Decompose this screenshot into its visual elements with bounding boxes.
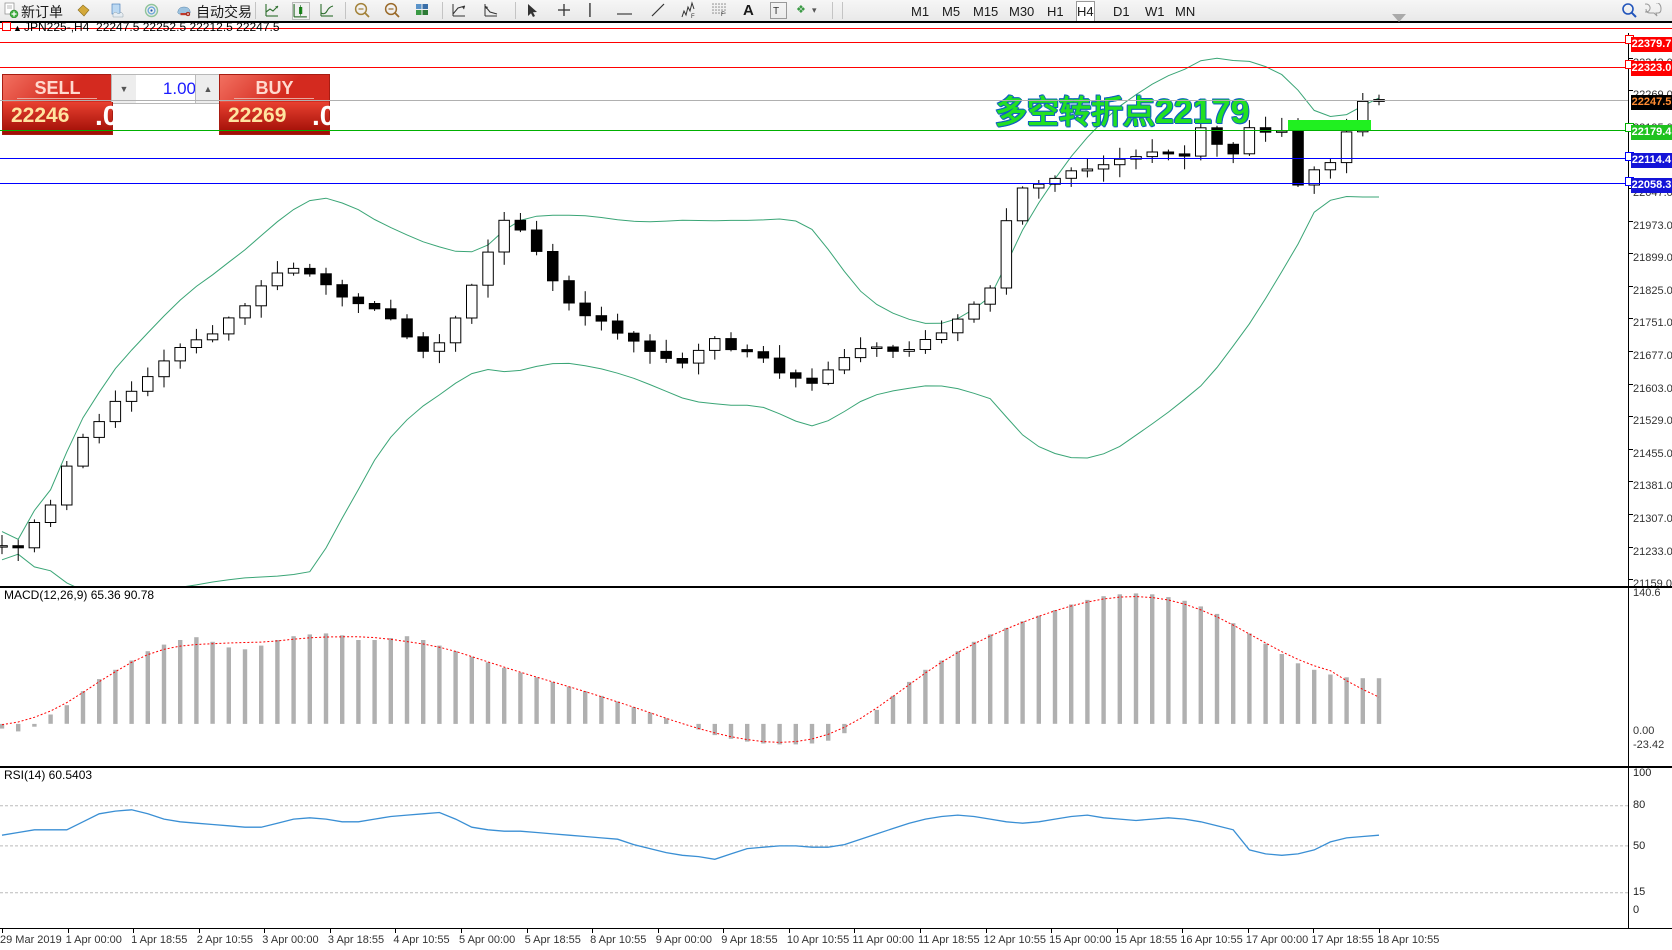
- svg-text:T: T: [773, 6, 779, 17]
- svg-text:F: F: [691, 14, 695, 19]
- svg-text:F: F: [721, 12, 725, 17]
